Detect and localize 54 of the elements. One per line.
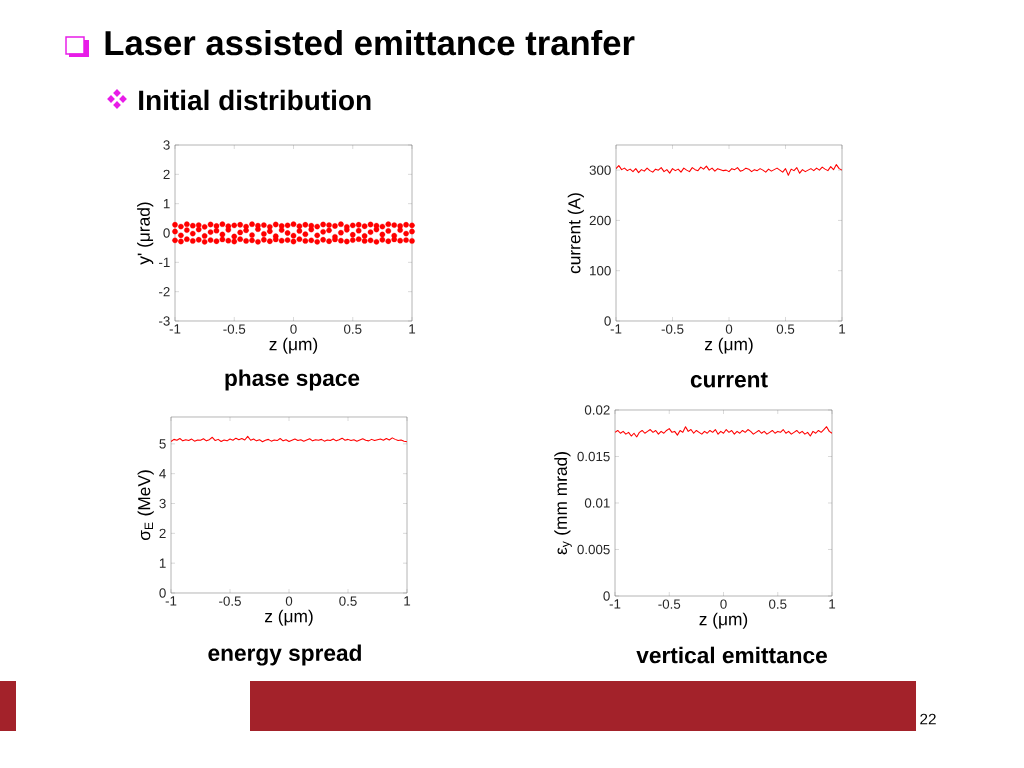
y-tick-label: 3 xyxy=(163,140,170,150)
y-tick-label: 0 xyxy=(604,316,611,326)
y-tick-label: 0.02 xyxy=(584,405,610,415)
x-tick-label: 0.5 xyxy=(769,599,787,609)
x-axis-title: z (μm) xyxy=(264,609,313,626)
x-tick-label: 0.5 xyxy=(776,324,795,334)
text: 22 xyxy=(920,713,936,725)
x-tick-label: -0.5 xyxy=(658,599,681,609)
line-series xyxy=(615,426,832,438)
y-tick-label: -1 xyxy=(159,257,170,267)
y-tick-label: -2 xyxy=(159,287,170,297)
y-axis-title: current (A) xyxy=(567,193,584,274)
x-axis-title: z (μm) xyxy=(704,337,753,354)
x-tick-label: 0 xyxy=(720,599,727,609)
y-tick-label: 4 xyxy=(159,469,166,479)
x-tick-label: 1 xyxy=(409,324,416,334)
text: vertical emittance xyxy=(636,646,827,664)
y-tick-label: 200 xyxy=(589,215,611,226)
x-tick-label: 0 xyxy=(725,324,733,334)
text: current xyxy=(690,372,768,388)
x-tick-label: -0.5 xyxy=(223,324,246,334)
y-axis-title: ε$_{y}$ (mm mrad) xyxy=(554,452,572,555)
y-axis-title: y' (μrad) xyxy=(137,202,154,265)
x-tick-label: 0.5 xyxy=(339,596,357,606)
y-axis-title: σ$_{E}$ (MeV) xyxy=(137,470,154,540)
y-tick-label: 3 xyxy=(159,498,166,509)
x-tick-label: 1 xyxy=(829,599,836,609)
y-tick-label: 1 xyxy=(163,199,170,209)
x-axis-title: z (μm) xyxy=(699,612,748,629)
x-tick-label: 1 xyxy=(839,324,846,334)
x-tick-label: -0.5 xyxy=(661,324,684,334)
x-axis-title: z (μm) xyxy=(269,337,318,354)
text: phase space xyxy=(225,369,360,391)
y-tick-label: 2 xyxy=(159,528,166,538)
y-tick-label: 0 xyxy=(159,588,166,598)
x-tick-label: -1 xyxy=(610,324,622,334)
x-tick-label: -0.5 xyxy=(219,596,241,606)
y-tick-label: 100 xyxy=(590,265,611,276)
x-tick-label: 0.5 xyxy=(344,324,362,334)
text: Initial distribution xyxy=(139,89,371,111)
text: energy spread xyxy=(208,644,361,666)
y-tick-label: 0.01 xyxy=(584,498,610,508)
y-tick-label: 0.015 xyxy=(577,451,610,462)
text: Laser assisted emittance tranfer xyxy=(105,29,635,56)
x-tick-label: 1 xyxy=(404,596,411,606)
y-tick-label: 300 xyxy=(589,165,611,175)
y-tick-label: 0.005 xyxy=(577,544,610,555)
y-tick-label: 5 xyxy=(159,439,166,449)
y-tick-label: 1 xyxy=(159,558,166,568)
x-tick-label: 0 xyxy=(285,596,293,606)
y-tick-label: 2 xyxy=(163,169,170,179)
y-tick-label: -3 xyxy=(159,316,170,326)
y-tick-label: 0 xyxy=(163,228,170,238)
x-tick-label: 0 xyxy=(290,324,297,334)
